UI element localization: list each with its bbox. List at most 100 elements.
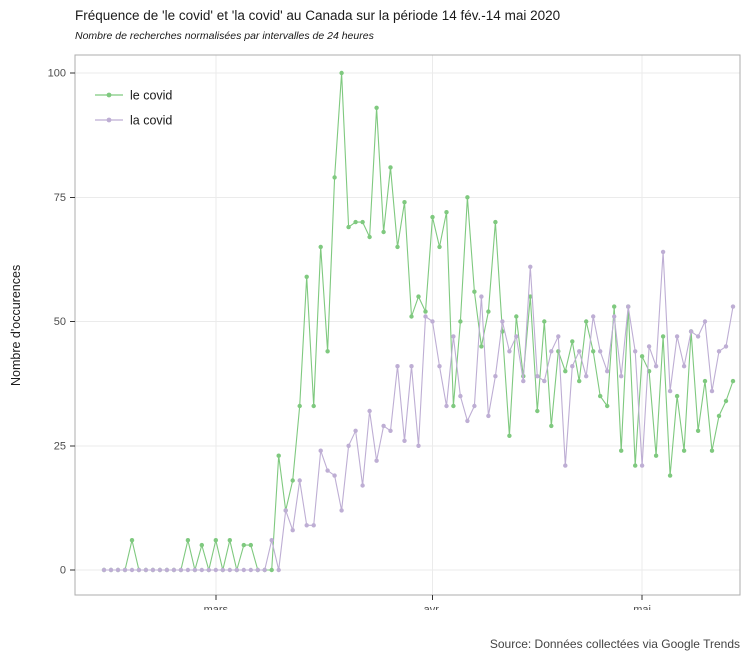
data-point — [472, 289, 477, 294]
y-tick-label: 100 — [48, 68, 66, 80]
data-point — [486, 309, 491, 314]
data-point — [220, 567, 225, 573]
legend-key-point — [106, 92, 112, 98]
data-point — [353, 219, 358, 225]
data-point — [451, 334, 456, 339]
data-point — [332, 175, 337, 180]
data-point — [248, 567, 253, 573]
data-point — [709, 448, 715, 453]
data-point — [360, 483, 365, 488]
data-point — [185, 538, 191, 543]
data-point — [381, 423, 386, 429]
data-point — [353, 428, 358, 433]
data-point — [681, 364, 687, 369]
data-point — [549, 423, 554, 429]
data-point — [723, 398, 729, 404]
data-point — [276, 453, 281, 458]
data-point — [150, 567, 156, 573]
series-la-covid — [101, 249, 736, 573]
data-point — [108, 567, 114, 573]
source-caption: Source: Données collectées via Google Tr… — [489, 637, 740, 651]
data-point — [430, 214, 435, 220]
data-point — [584, 374, 589, 379]
data-point — [472, 403, 477, 409]
data-point — [702, 378, 708, 384]
data-point — [367, 408, 372, 414]
data-point — [395, 364, 400, 369]
y-tick-label: 75 — [54, 192, 66, 204]
data-point — [633, 463, 638, 468]
data-point — [227, 538, 232, 543]
data-point — [612, 314, 617, 319]
data-point — [374, 105, 379, 110]
data-point — [633, 349, 638, 354]
data-point — [619, 374, 624, 379]
legend-item-la-covid: la covid — [95, 114, 172, 128]
data-point — [241, 542, 246, 548]
data-point — [667, 388, 673, 394]
data-point — [591, 314, 596, 319]
data-point — [528, 294, 533, 299]
data-point — [115, 567, 121, 573]
data-point — [493, 374, 498, 379]
data-point — [493, 219, 498, 225]
legend: le covid la covid — [95, 89, 172, 128]
data-point — [591, 349, 596, 354]
data-point — [255, 567, 260, 573]
data-point — [409, 314, 414, 319]
data-point — [101, 567, 107, 573]
data-point — [570, 364, 575, 369]
data-point — [584, 319, 589, 324]
data-point — [234, 567, 239, 573]
data-point — [577, 349, 582, 354]
data-point — [248, 542, 253, 548]
data-point — [304, 523, 309, 528]
data-point — [521, 378, 526, 384]
data-point — [241, 567, 246, 573]
data-point — [653, 364, 659, 369]
data-point — [129, 538, 135, 543]
data-point — [227, 567, 232, 573]
y-tick-label: 25 — [54, 440, 66, 452]
data-point — [283, 508, 288, 513]
data-point — [500, 319, 505, 324]
data-point — [535, 374, 540, 379]
data-point — [514, 334, 519, 339]
data-point — [605, 369, 610, 374]
data-point — [381, 229, 386, 235]
legend-item-le-covid: le covid — [95, 89, 172, 103]
data-point — [437, 244, 442, 250]
data-point — [360, 219, 365, 225]
data-point — [514, 314, 519, 319]
data-point — [318, 448, 323, 453]
data-point — [542, 319, 547, 324]
x-tick-label: mai — [633, 604, 651, 610]
data-point — [199, 567, 204, 573]
data-point — [451, 403, 456, 409]
data-point — [458, 393, 463, 399]
data-point — [695, 428, 701, 433]
data-point — [416, 443, 421, 448]
data-point — [185, 567, 191, 573]
data-point — [374, 458, 379, 463]
data-point — [129, 567, 135, 573]
data-point — [157, 567, 163, 573]
data-point — [577, 378, 582, 384]
data-point — [164, 567, 170, 573]
data-point — [297, 403, 302, 409]
data-point — [325, 349, 330, 354]
data-point — [122, 567, 128, 573]
data-point — [325, 468, 330, 473]
data-point — [653, 453, 659, 458]
data-point — [549, 349, 554, 354]
data-point — [507, 349, 512, 354]
data-point — [570, 339, 575, 344]
data-point — [171, 567, 177, 573]
data-point — [276, 567, 281, 573]
data-point — [486, 413, 491, 419]
data-point — [332, 473, 337, 478]
data-point — [674, 393, 680, 399]
data-point — [563, 369, 568, 374]
data-point — [563, 463, 568, 468]
data-point — [444, 403, 449, 409]
